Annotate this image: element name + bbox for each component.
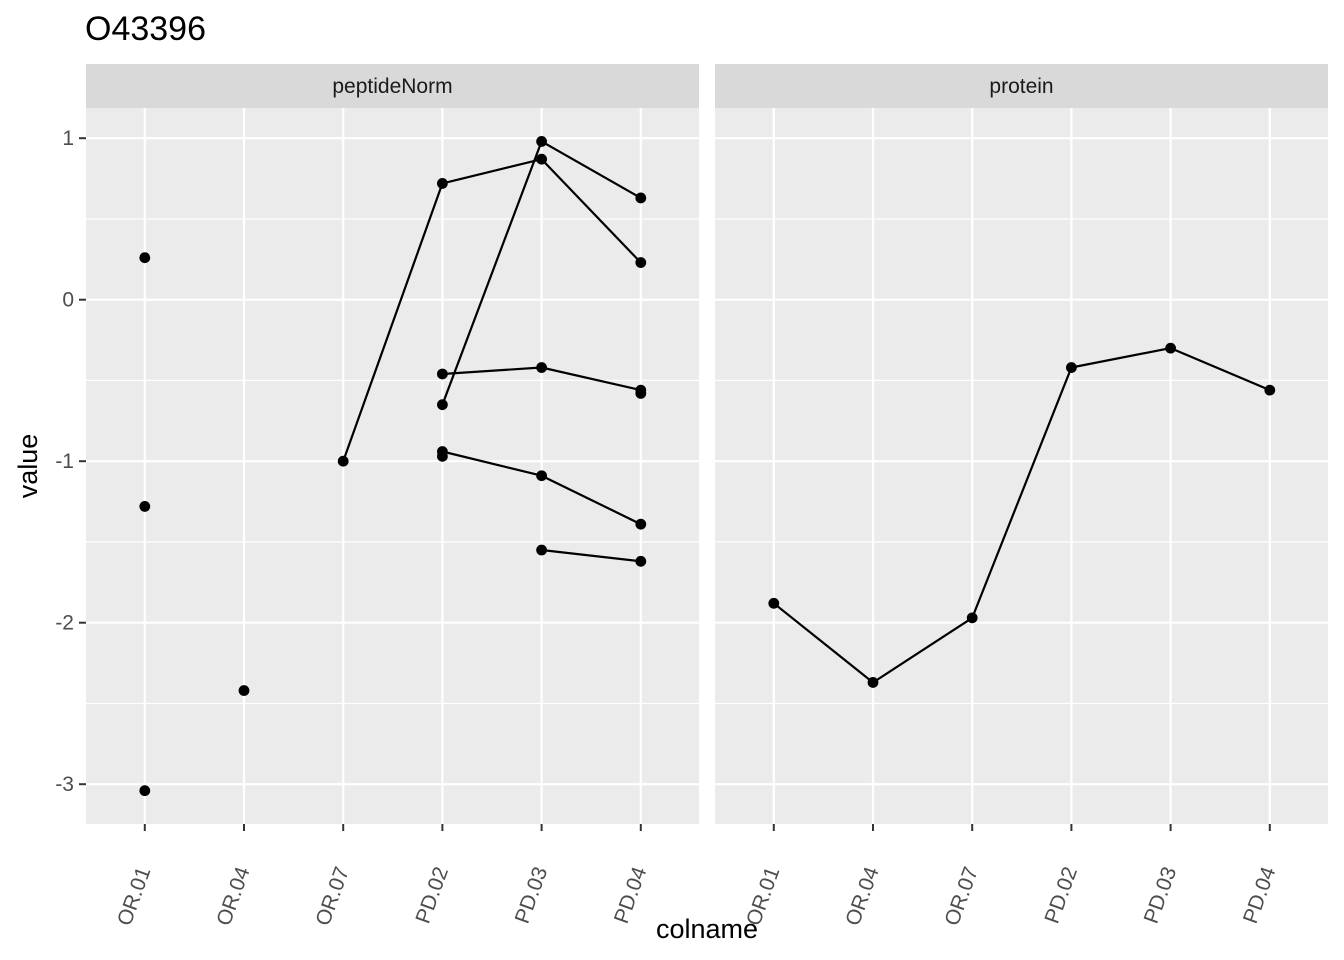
y-tick-label: -3 bbox=[55, 773, 74, 796]
x-tick-label: OR.01 bbox=[113, 864, 155, 929]
data-point bbox=[536, 544, 547, 556]
data-point bbox=[437, 178, 448, 189]
data-point bbox=[768, 597, 780, 609]
data-point bbox=[1066, 362, 1077, 373]
panel-background bbox=[715, 108, 1328, 824]
facet-strip bbox=[715, 64, 1328, 108]
data-point bbox=[536, 470, 547, 482]
x-tick-label: OR.04 bbox=[212, 864, 254, 929]
data-point bbox=[1264, 384, 1276, 396]
data-point bbox=[635, 192, 647, 204]
data-point bbox=[536, 136, 547, 147]
data-point bbox=[139, 252, 151, 264]
x-tick-label: OR.07 bbox=[941, 864, 983, 929]
data-point bbox=[238, 685, 250, 696]
x-tick-label: OR.07 bbox=[312, 864, 354, 929]
data-point bbox=[139, 785, 151, 797]
series-line bbox=[773, 347, 1271, 684]
y-tick-label: 0 bbox=[62, 289, 74, 312]
data-point bbox=[437, 399, 448, 411]
series-line bbox=[342, 158, 642, 462]
x-tick-label: OR.04 bbox=[841, 864, 883, 929]
panel-background bbox=[86, 108, 699, 824]
chart-title: O43396 bbox=[85, 10, 206, 48]
x-tick-label: PD.02 bbox=[1041, 864, 1083, 927]
panel-peptideNorm: peptideNorm OR.01 OR.04 OR.07 PD.02 PD.03 PD.0… bbox=[86, 64, 699, 929]
data-point bbox=[635, 257, 647, 268]
data-point bbox=[437, 450, 448, 462]
data-point bbox=[966, 612, 978, 624]
y-axis-title: value bbox=[13, 434, 43, 499]
panels: peptideNorm OR.01 OR.04 OR.07 PD.02 PD.03 PD.0… bbox=[55, 64, 1328, 929]
data-point bbox=[635, 387, 647, 399]
data-point bbox=[635, 518, 647, 530]
facet-strip-label: protein bbox=[989, 75, 1053, 98]
x-tick-label: PD.04 bbox=[610, 864, 652, 927]
x-tick-label: PD.03 bbox=[511, 864, 553, 927]
y-tick-label: 1 bbox=[62, 127, 74, 150]
y-axis: 1 0 -1 -2 -3 bbox=[55, 127, 86, 796]
facet-strip bbox=[86, 64, 699, 108]
facet-strip-label: peptideNorm bbox=[332, 75, 452, 98]
data-point bbox=[536, 362, 547, 373]
data-point bbox=[536, 153, 547, 165]
data-point bbox=[139, 501, 151, 512]
data-point bbox=[437, 368, 448, 380]
y-tick-label: -1 bbox=[55, 450, 74, 473]
data-point bbox=[337, 455, 349, 467]
x-axis-title: colname bbox=[656, 914, 758, 944]
x-tick-label: PD.03 bbox=[1140, 864, 1182, 927]
series-line bbox=[541, 548, 641, 563]
data-point bbox=[635, 555, 647, 567]
data-point bbox=[867, 677, 879, 688]
y-tick-label: -2 bbox=[55, 612, 74, 635]
x-tick-label: PD.02 bbox=[412, 864, 454, 927]
data-point bbox=[1165, 342, 1176, 354]
x-tick-label: PD.04 bbox=[1239, 864, 1281, 927]
